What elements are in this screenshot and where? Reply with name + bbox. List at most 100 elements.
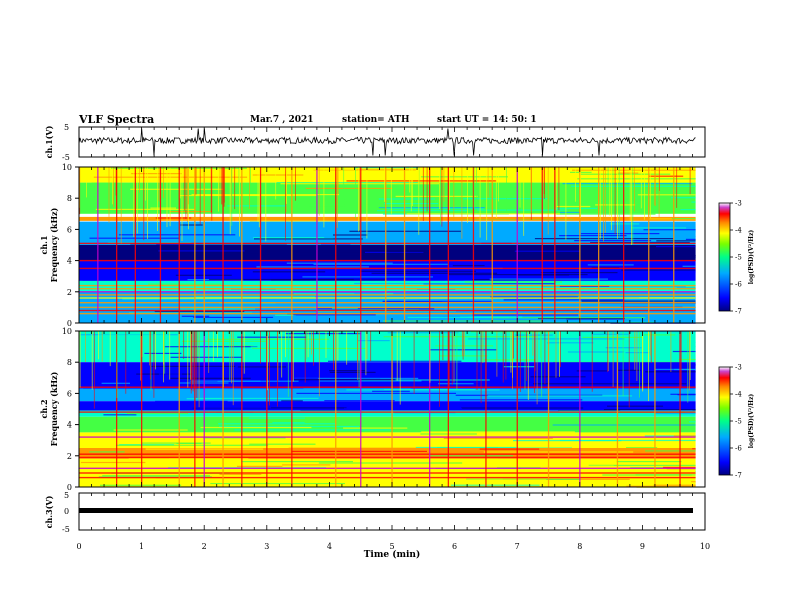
spectrogram-texture (645, 192, 696, 194)
sferic-trace (365, 331, 367, 376)
time-tick-label: 2 (202, 542, 207, 551)
spectrogram-texture (631, 227, 687, 229)
spectrogram-texture (318, 462, 463, 464)
spectrogram-texture (158, 250, 245, 252)
spectrogram-band (79, 448, 696, 459)
narrowband-line (79, 456, 696, 459)
spectrogram-texture (344, 407, 463, 409)
spectrogram-texture (555, 364, 696, 366)
sferic-line (579, 167, 581, 323)
spectrogram-texture (418, 172, 492, 174)
spectrogram-texture (164, 346, 258, 348)
sferic-trace (199, 167, 201, 225)
sferic-trace (187, 331, 189, 388)
spectrogram-texture (591, 333, 629, 335)
spectrogram-texture (358, 340, 390, 342)
ch2-freq-ticks: 0 2 4 6 8 10 (62, 327, 79, 492)
sferic-line (335, 331, 337, 487)
spectrogram-texture (459, 399, 583, 401)
sferic-trace (359, 167, 361, 231)
time-tick-label: 6 (452, 542, 457, 551)
spectrogram-texture (219, 425, 360, 428)
sferic-line (385, 167, 387, 323)
sferic-trace (486, 167, 488, 241)
sferic-trace (612, 331, 614, 387)
sferic-trace (612, 167, 614, 213)
sferic-line (291, 331, 293, 487)
sferic-trace (91, 331, 93, 390)
sferic-trace (212, 331, 214, 362)
spectrogram-texture (203, 437, 286, 439)
sferic-trace (642, 331, 644, 392)
spectrogram-texture (118, 234, 236, 236)
spectrogram-texture (249, 371, 355, 373)
spectrogram-texture (544, 465, 614, 467)
sferic-trace (451, 331, 453, 385)
sferic-trace (680, 331, 682, 388)
spectrogram-texture (477, 209, 568, 211)
spectrogram-texture (559, 285, 610, 287)
spectrogram-texture (655, 413, 696, 415)
sferic-trace (461, 331, 463, 356)
sferic-trace (650, 167, 651, 219)
time-tick-label: 7 (515, 542, 520, 551)
sferic-trace (208, 331, 210, 373)
sferic-line (203, 167, 205, 323)
sferic-trace (192, 331, 194, 392)
sferic-line (116, 331, 118, 487)
sferic-line (335, 167, 337, 323)
spectrogram-texture (361, 379, 490, 381)
spectrogram-texture (556, 205, 591, 208)
sferic-trace (169, 167, 171, 227)
spectrogram-texture (559, 211, 581, 213)
ch1-waveform-trace (78, 128, 696, 156)
spectrogram-texture (380, 368, 473, 370)
spectrogram-texture (483, 359, 536, 361)
sferic-trace (311, 331, 312, 355)
spectrogram-texture (580, 233, 660, 235)
spectrogram-texture (577, 178, 696, 180)
sferic-trace (366, 331, 368, 359)
colorbar-tick-label: -4 (735, 227, 742, 235)
spectrogram-texture (176, 442, 202, 444)
spectrogram-texture (193, 316, 274, 318)
sferic-trace (313, 331, 314, 366)
spectrogram-texture (387, 332, 459, 334)
spectrogram-texture (241, 461, 353, 463)
freq-tick-label: 2 (67, 288, 72, 297)
sferic-trace (358, 167, 359, 232)
sferic-line (241, 331, 243, 487)
sferic-trace (286, 167, 287, 204)
sferic-trace (155, 331, 156, 370)
spectrogram-texture (293, 379, 396, 381)
narrowband-line (79, 309, 696, 312)
sferic-trace (650, 331, 652, 363)
sferic-trace (112, 167, 113, 205)
time-tick-label: 10 (700, 542, 710, 551)
sferic-trace (607, 331, 609, 373)
colorbar-tick-label: -6 (735, 281, 742, 289)
spectrogram-texture (560, 439, 696, 442)
sferic-trace (658, 167, 660, 219)
sferic-trace (687, 331, 689, 403)
sferic-trace (530, 167, 532, 213)
sferic-trace (166, 167, 168, 228)
sferic-trace (523, 167, 525, 236)
sferic-trace (306, 331, 307, 360)
sferic-trace (502, 331, 504, 383)
sferic-trace (336, 167, 338, 228)
spectrogram-texture (252, 347, 366, 349)
spectrogram-texture (360, 346, 479, 348)
ch1-colorbar-label: log(PSD)(V²/Hz) (748, 230, 755, 285)
spectrogram-texture (144, 455, 257, 457)
spectrogram-texture (218, 423, 337, 425)
sferic-trace (196, 331, 198, 398)
spectrogram-texture (626, 447, 658, 449)
ch1-channel-label: ch.1 (39, 235, 49, 254)
time-tick-label: 3 (264, 542, 269, 551)
freq-tick-label: 6 (67, 225, 72, 234)
spectrogram-texture (294, 345, 366, 347)
spectrogram-texture (443, 417, 501, 419)
sferic-trace (670, 331, 672, 372)
spectrogram-texture (655, 368, 696, 370)
